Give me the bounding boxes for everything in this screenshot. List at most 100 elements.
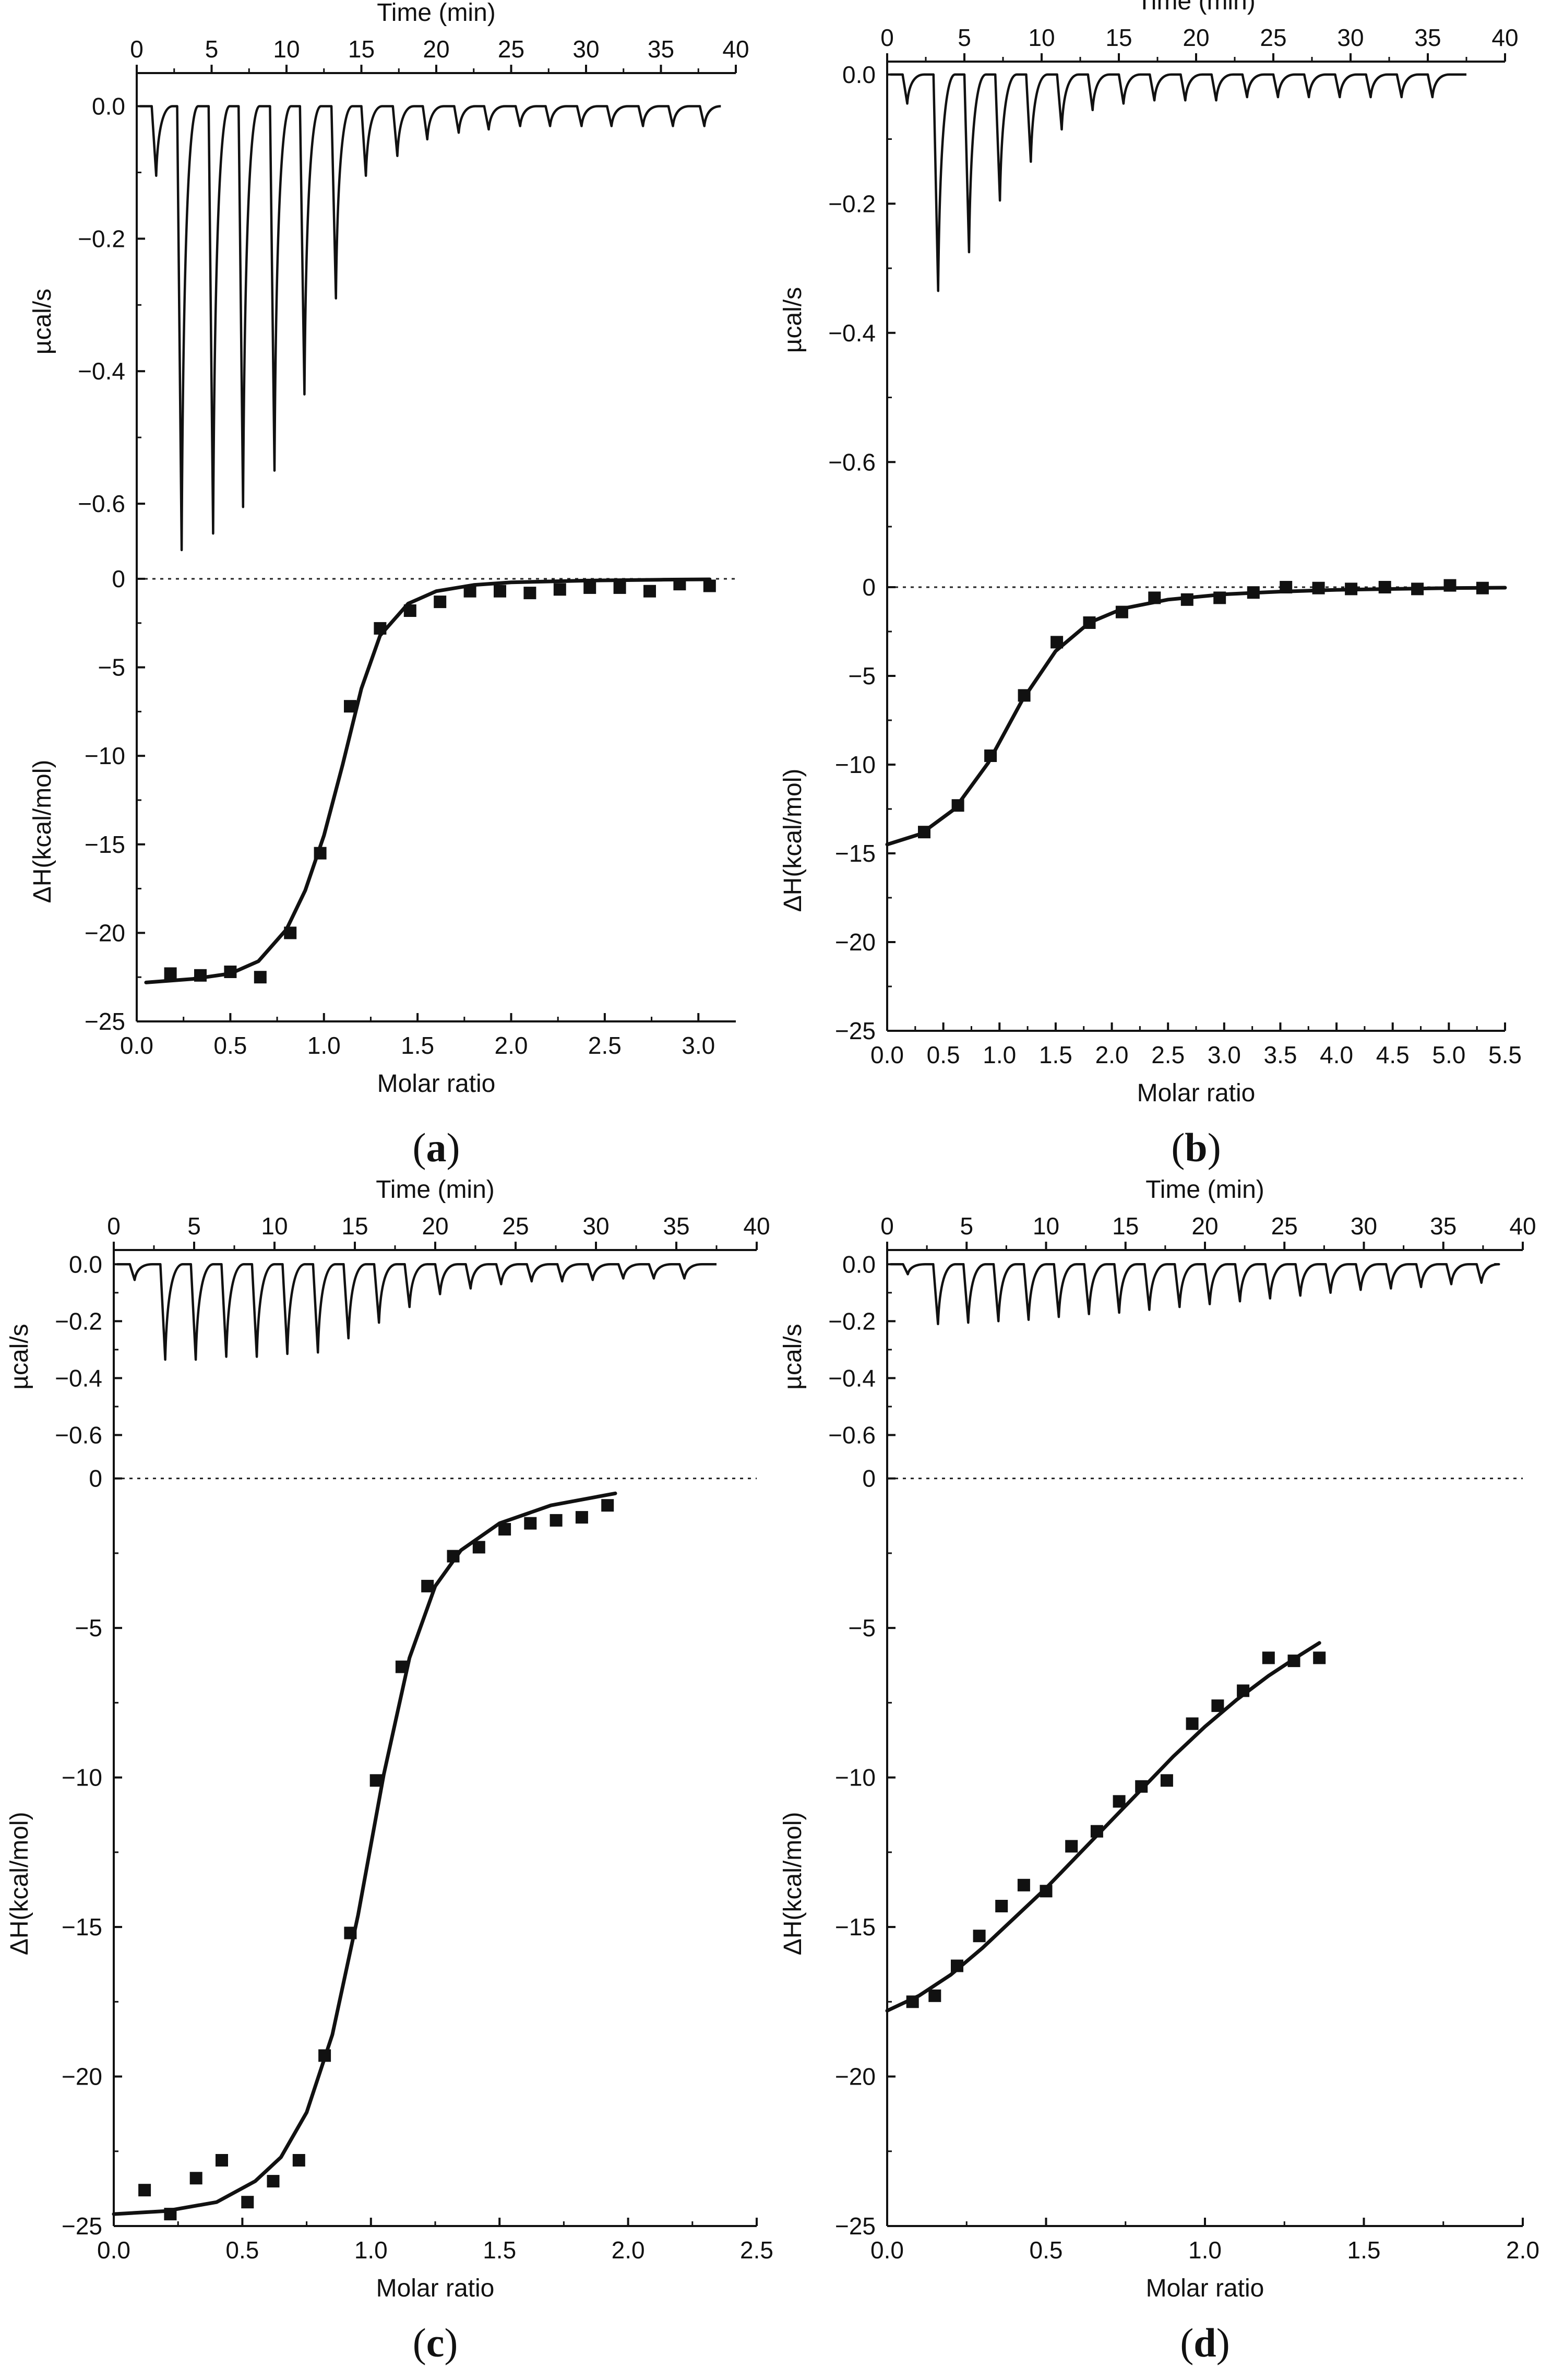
- dh-y-tick-label: −5: [849, 662, 876, 689]
- data-point: [553, 583, 566, 596]
- molar-x-tick-label: 3.5: [1263, 1041, 1297, 1068]
- data-point: [314, 847, 327, 860]
- molar-ratio-axis-title: Molar ratio: [377, 1070, 496, 1098]
- time-tick-label: 30: [1351, 1212, 1377, 1240]
- molar-x-tick-label: 1.0: [1188, 2236, 1222, 2264]
- time-tick-label: 10: [261, 1212, 288, 1240]
- time-tick-label: 40: [743, 1212, 770, 1240]
- data-point: [928, 1989, 941, 2002]
- data-point: [1280, 581, 1293, 593]
- molar-x-tick-label: 0.5: [1030, 2236, 1063, 2264]
- time-tick-label: 30: [1337, 24, 1364, 51]
- thermogram-trace: [139, 105, 721, 552]
- data-point: [463, 585, 476, 598]
- time-tick-label: 10: [1028, 24, 1055, 51]
- molar-x-tick-label: 1.0: [983, 1041, 1016, 1068]
- panel-label-close: ): [1216, 2320, 1230, 2365]
- data-point: [601, 1499, 614, 1512]
- molar-ratio-axis-title: Molar ratio: [1137, 1079, 1256, 1107]
- raw-y-tick-label: −0.6: [78, 490, 125, 517]
- data-point: [395, 1660, 408, 1673]
- raw-y-tick-label: −0.6: [55, 1421, 102, 1448]
- time-tick-label: 0: [107, 1212, 121, 1240]
- time-axis-title: Time (min): [1137, 0, 1256, 15]
- molar-x-tick-label: 4.0: [1320, 1041, 1353, 1068]
- fit-curve: [144, 577, 712, 984]
- raw-y-axis-title: µcal/s: [29, 289, 56, 354]
- dh-y-tick-label: −20: [62, 2063, 102, 2090]
- data-point: [498, 1523, 511, 1536]
- raw-y-tick-label: −0.4: [828, 1364, 876, 1391]
- data-point: [613, 581, 626, 594]
- time-tick-label: 10: [273, 35, 300, 63]
- raw-y-tick-label: 0.0: [842, 61, 876, 88]
- data-point: [1113, 1795, 1126, 1808]
- time-axis-title: Time (min): [377, 0, 496, 27]
- data-point: [1211, 1699, 1224, 1712]
- time-tick-label: 35: [648, 35, 674, 63]
- molar-x-tick-label: 5.0: [1432, 1041, 1465, 1068]
- molar-x-tick-label: 2.0: [612, 2236, 645, 2264]
- molar-x-tick-label: 0.5: [927, 1041, 960, 1068]
- dh-y-tick-label: 0: [862, 574, 876, 601]
- data-point: [1262, 1651, 1275, 1664]
- data-point: [583, 581, 596, 594]
- data-point: [421, 1579, 434, 1592]
- molar-x-tick-label: 0.5: [213, 1032, 247, 1059]
- molar-x-tick-label: 3.0: [1208, 1041, 1241, 1068]
- raw-y-axis-title: µcal/s: [6, 1324, 33, 1389]
- data-point: [550, 1514, 563, 1527]
- time-tick-label: 15: [341, 1212, 368, 1240]
- data-point: [1050, 636, 1064, 649]
- molar-x-tick-label: 0.0: [120, 1032, 153, 1059]
- dh-y-tick-label: 0: [112, 565, 125, 592]
- thermogram-trace: [890, 1263, 1500, 1326]
- raw-y-axis-title: µcal/s: [779, 287, 807, 353]
- data-point: [673, 578, 686, 591]
- molar-x-tick-label: 2.0: [1506, 2236, 1539, 2264]
- data-point: [1148, 591, 1161, 604]
- panel-label-close: ): [444, 2320, 458, 2365]
- time-tick-label: 20: [1191, 1212, 1218, 1240]
- panel-label-open: (: [1171, 1125, 1185, 1170]
- data-point: [138, 2184, 151, 2197]
- time-tick-label: 25: [1260, 24, 1286, 51]
- raw-y-axis-title: µcal/s: [779, 1324, 807, 1389]
- dh-y-tick-label: −25: [85, 1008, 125, 1035]
- dh-y-tick-label: −10: [835, 751, 876, 778]
- thermogram-trace: [117, 1263, 717, 1361]
- data-point: [292, 2154, 305, 2167]
- raw-y-tick-label: 0.0: [92, 92, 125, 120]
- molar-x-tick-label: 0.0: [870, 2236, 904, 2264]
- data-point: [472, 1541, 485, 1554]
- data-point: [951, 1959, 963, 1972]
- molar-x-tick-label: 1.5: [1039, 1041, 1072, 1068]
- data-point: [1115, 605, 1128, 618]
- data-point: [216, 2154, 228, 2167]
- data-point: [241, 2196, 254, 2209]
- data-point: [494, 585, 506, 598]
- raw-y-tick-label: −0.6: [828, 448, 876, 475]
- time-tick-label: 0: [880, 1212, 894, 1240]
- time-tick-label: 40: [1509, 1212, 1536, 1240]
- molar-x-tick-label: 2.5: [740, 2236, 773, 2264]
- dh-y-axis-title: ΔH(kcal/mol): [779, 1812, 807, 1955]
- time-tick-label: 10: [1033, 1212, 1059, 1240]
- time-tick-label: 30: [582, 1212, 609, 1240]
- panel-d: 0 5 10 15 20 25 30 35 40 Time (min) 0.0 −0.2 −0.4 −0.…: [779, 1176, 1539, 2365]
- molar-x-tick-label: 1.5: [1347, 2236, 1381, 2264]
- panel-label: (d): [1180, 2320, 1229, 2365]
- molar-x-tick-label: 0.0: [97, 2236, 130, 2264]
- dh-y-axis-title: ΔH(kcal/mol): [779, 769, 807, 912]
- panel-label-open: (: [413, 1125, 426, 1170]
- data-point: [1160, 1774, 1173, 1787]
- dh-y-tick-label: −5: [75, 1614, 102, 1641]
- data-point: [403, 604, 416, 617]
- raw-y-tick-label: −0.4: [828, 319, 876, 347]
- panel-label-close: ): [447, 1125, 460, 1170]
- data-point: [1237, 1684, 1250, 1697]
- data-point: [284, 926, 297, 939]
- panel-label-open: (: [1180, 2320, 1193, 2365]
- dh-y-tick-label: −20: [835, 929, 876, 956]
- time-tick-label: 15: [1105, 24, 1132, 51]
